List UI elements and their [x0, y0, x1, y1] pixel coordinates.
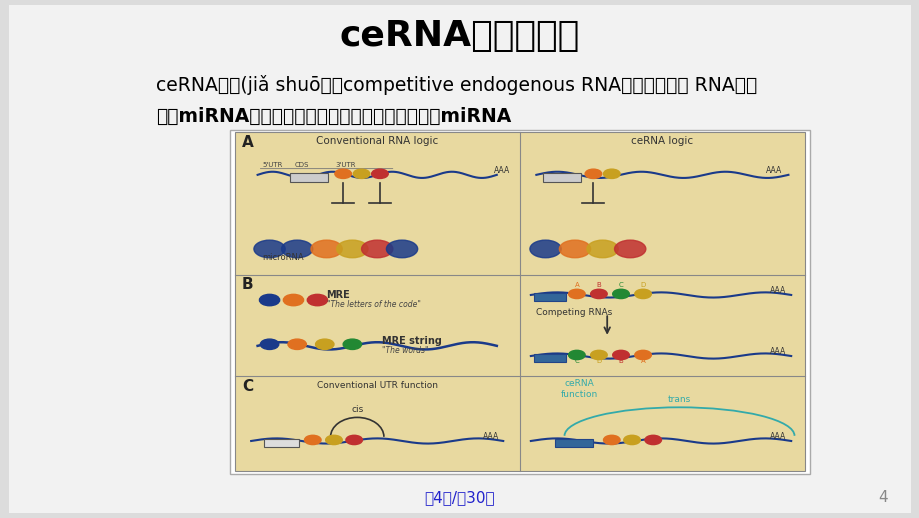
Circle shape: [612, 350, 629, 359]
Text: 共享miRNA结合位点的转录本会竞争性结合相同的miRNA: 共享miRNA结合位点的转录本会竞争性结合相同的miRNA: [156, 107, 511, 126]
Circle shape: [590, 350, 607, 359]
Text: AAA: AAA: [769, 286, 786, 295]
FancyBboxPatch shape: [230, 130, 809, 474]
Text: 3'UTR: 3'UTR: [335, 162, 356, 167]
Text: AAA: AAA: [766, 166, 782, 175]
Bar: [533, 354, 565, 362]
Text: C: C: [618, 282, 623, 288]
Text: 4: 4: [878, 490, 887, 505]
Circle shape: [568, 350, 584, 359]
Circle shape: [644, 435, 661, 444]
Circle shape: [335, 169, 351, 179]
Text: trans: trans: [667, 395, 690, 404]
Circle shape: [590, 289, 607, 298]
Text: "The words": "The words": [381, 346, 428, 355]
Circle shape: [586, 240, 618, 258]
Text: MRE: MRE: [326, 290, 350, 300]
Circle shape: [336, 240, 368, 258]
Text: AAA: AAA: [769, 433, 786, 441]
Circle shape: [603, 169, 619, 179]
Circle shape: [346, 435, 362, 444]
Bar: [542, 174, 581, 182]
Text: CDS: CDS: [294, 162, 309, 167]
Circle shape: [259, 294, 279, 306]
Text: A: A: [573, 282, 579, 288]
Text: B: B: [242, 277, 254, 292]
Circle shape: [288, 339, 306, 350]
Text: AAA: AAA: [482, 433, 499, 441]
Circle shape: [614, 240, 645, 258]
Circle shape: [304, 435, 321, 444]
Circle shape: [260, 339, 278, 350]
Bar: [533, 293, 565, 300]
Text: cis: cis: [351, 405, 363, 414]
Text: B: B: [618, 358, 623, 364]
Text: C: C: [242, 379, 253, 394]
Bar: [264, 439, 299, 447]
Circle shape: [386, 240, 417, 258]
Text: microRNA: microRNA: [262, 253, 303, 262]
Text: Conventional UTR function: Conventional UTR function: [316, 381, 437, 390]
Text: AAA: AAA: [494, 166, 510, 175]
Text: D: D: [596, 358, 601, 364]
Text: C: C: [573, 358, 579, 364]
Text: MRE string: MRE string: [381, 336, 441, 346]
Text: "The letters of the code": "The letters of the code": [326, 300, 420, 309]
Text: A: A: [242, 135, 254, 150]
Circle shape: [283, 294, 303, 306]
Circle shape: [371, 169, 388, 179]
Circle shape: [311, 240, 342, 258]
Text: A: A: [640, 358, 645, 364]
Circle shape: [634, 289, 651, 298]
Circle shape: [353, 169, 369, 179]
Circle shape: [568, 289, 584, 298]
Text: ceRNA
function: ceRNA function: [561, 380, 597, 399]
Circle shape: [361, 240, 392, 258]
Circle shape: [612, 289, 629, 298]
Circle shape: [603, 435, 619, 444]
Circle shape: [307, 294, 327, 306]
Text: 5'UTR: 5'UTR: [262, 162, 282, 167]
FancyBboxPatch shape: [234, 132, 804, 471]
Circle shape: [584, 169, 601, 179]
Circle shape: [281, 240, 312, 258]
Text: Competing RNAs: Competing RNAs: [536, 308, 612, 318]
Circle shape: [529, 240, 561, 258]
Circle shape: [325, 435, 342, 444]
Circle shape: [315, 339, 334, 350]
Text: 第4页/共30页: 第4页/共30页: [425, 490, 494, 505]
Text: B: B: [596, 282, 601, 288]
Text: ceRNA假说(jiǎ shuō）（competitive endogenous RNA，竞争性内源 RNA）：: ceRNA假说(jiǎ shuō）（competitive endogenous…: [156, 76, 757, 95]
Circle shape: [343, 339, 361, 350]
Circle shape: [254, 240, 285, 258]
Circle shape: [634, 350, 651, 359]
FancyBboxPatch shape: [9, 5, 910, 513]
Bar: [554, 439, 593, 447]
Bar: [289, 174, 328, 182]
Text: ceRNA logic: ceRNA logic: [630, 136, 693, 146]
Text: Conventional RNA logic: Conventional RNA logic: [316, 136, 437, 146]
Text: AAA: AAA: [769, 348, 786, 356]
Text: D: D: [640, 282, 645, 288]
Circle shape: [559, 240, 590, 258]
Text: ceRNA的逻辑关系: ceRNA的逻辑关系: [339, 19, 580, 53]
Circle shape: [623, 435, 640, 444]
